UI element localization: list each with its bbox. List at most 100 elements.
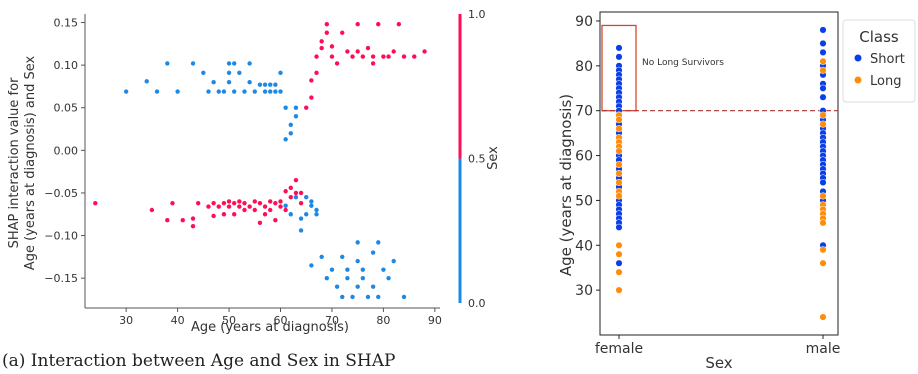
left-point: [370, 61, 376, 66]
right-point: [615, 268, 623, 276]
left-point: [422, 49, 427, 54]
left-point: [324, 275, 330, 281]
right-point: [615, 53, 623, 61]
right-point: [819, 93, 827, 101]
left-x-tick-label: 80: [376, 314, 390, 327]
left-x-ticks: 30 40 50 60 70 80 90: [119, 308, 442, 327]
left-point: [340, 254, 345, 260]
left-point: [329, 267, 335, 272]
left-point: [216, 204, 221, 209]
left-point: [154, 89, 160, 94]
left-point: [237, 204, 242, 209]
left-point: [226, 204, 232, 209]
right-point: [819, 39, 827, 47]
left-point: [304, 195, 309, 200]
left-point: [329, 44, 335, 49]
left-point: [221, 89, 227, 94]
left-y-ticks: −0.15 −0.10 −0.05 0.00 0.05 0.10 0.15: [44, 17, 85, 285]
right-y-tick-label: 90: [575, 14, 593, 30]
right-point: [819, 48, 827, 56]
left-point: [304, 212, 309, 217]
legend-label: Short: [870, 52, 905, 67]
left-point: [340, 30, 345, 35]
left-point: [226, 70, 232, 76]
left-point: [165, 61, 170, 66]
right-y-tick-label: 80: [575, 59, 593, 75]
right-point: [615, 223, 623, 231]
left-point: [314, 207, 319, 213]
left-point: [288, 195, 293, 200]
left-point: [412, 54, 417, 59]
left-point: [242, 89, 247, 94]
left-x-tick-label: 90: [428, 314, 442, 327]
left-point: [355, 258, 360, 264]
left-point: [165, 218, 170, 223]
left-point: [293, 105, 299, 110]
left-point: [242, 200, 247, 206]
left-point: [365, 45, 371, 51]
left-point: [247, 79, 252, 85]
left-point: [309, 263, 314, 268]
left-point: [242, 207, 247, 213]
left-point: [252, 199, 257, 204]
no-long-survivors-annotation: No Long Survivors: [642, 58, 724, 68]
left-point: [288, 131, 293, 136]
left-plot-area: [84, 14, 440, 309]
right-scatter-points: [615, 26, 827, 321]
left-point: [211, 213, 216, 219]
left-point: [288, 212, 293, 217]
age-by-sex-chart: 30 40 50 60 70 80 90 female male Sex Age (years…: [557, 11, 916, 372]
left-point: [365, 294, 371, 300]
left-point: [149, 207, 155, 213]
right-point: [819, 84, 827, 92]
right-y-axis-label: Age (years at diagnosis): [557, 94, 575, 276]
left-point: [283, 137, 288, 142]
right-point: [819, 192, 827, 200]
left-point: [293, 190, 299, 196]
left-point: [345, 49, 350, 54]
left-point: [391, 49, 396, 54]
right-point: [819, 219, 827, 227]
left-point: [268, 89, 273, 94]
left-point: [216, 89, 221, 94]
right-point: [615, 259, 623, 267]
left-y-axis-label-line1: SHAP interaction value for: [7, 77, 22, 249]
right-x-ticks: female male: [595, 335, 840, 357]
left-point: [257, 82, 263, 87]
left-point: [314, 54, 319, 59]
left-point: [376, 22, 381, 27]
left-point: [268, 207, 273, 213]
legend-marker: [854, 76, 862, 84]
left-point: [262, 89, 268, 94]
left-point: [376, 294, 381, 300]
figure-caption: (a) Interaction between Age and Sex in S…: [2, 351, 395, 371]
right-plot-frame: [599, 11, 839, 336]
colorbar-label: Sex: [486, 146, 501, 170]
left-point: [334, 61, 340, 66]
right-point: [819, 120, 827, 128]
left-y-tick-label: −0.15: [44, 272, 78, 285]
left-point: [237, 70, 242, 76]
right-x-tick-label: female: [595, 341, 643, 357]
colorbar: 0.0 0.5 1.0: [458, 8, 486, 310]
left-point: [273, 89, 278, 94]
left-point: [288, 185, 293, 191]
left-point: [355, 284, 360, 289]
left-point: [283, 189, 288, 194]
left-point: [309, 199, 314, 204]
left-point: [211, 79, 216, 85]
legend: Class Short Long: [842, 19, 916, 103]
left-point: [232, 89, 237, 94]
left-point: [355, 49, 360, 54]
colorbar-tick-label: 1.0: [468, 8, 486, 21]
left-point: [206, 89, 211, 94]
left-point: [293, 177, 299, 183]
left-point: [180, 218, 185, 223]
right-point: [615, 125, 623, 133]
left-point: [314, 212, 319, 217]
left-point: [247, 61, 252, 66]
left-point: [201, 70, 206, 76]
left-point: [304, 105, 309, 110]
left-point: [360, 267, 366, 272]
right-point: [615, 160, 623, 169]
